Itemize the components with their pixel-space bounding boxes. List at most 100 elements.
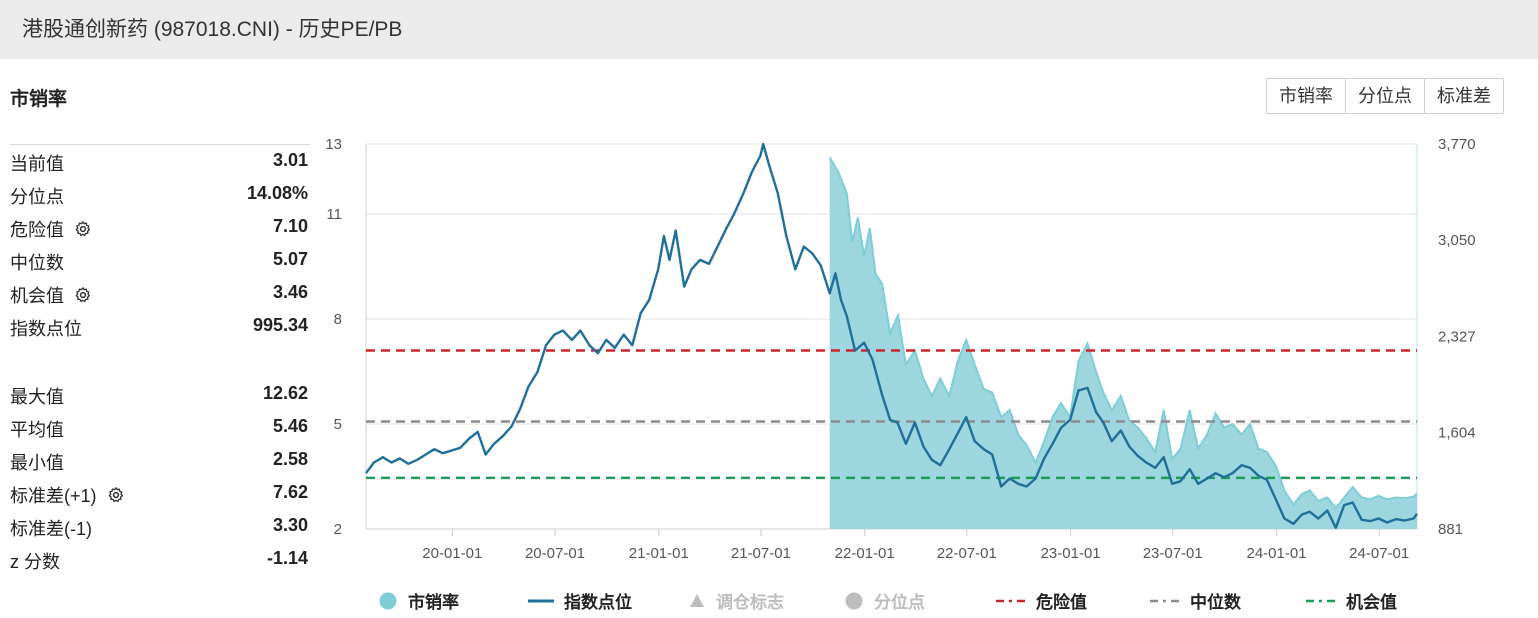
stat-label: 中位数 <box>10 249 64 275</box>
stat-label-text: 平均值 <box>10 420 64 440</box>
y-left-tick-label: 5 <box>334 416 342 433</box>
stat-row: 标准差(+1) 7.62 <box>10 477 310 510</box>
stat-label-text: 分位点 <box>10 187 64 207</box>
x-tick-label: 24-01-01 <box>1247 545 1307 562</box>
chart-legend: 市销率 指数点位 调仓标志 分位点 危险值 中位数 机会值 <box>378 588 1438 614</box>
legend-label: 机会值 <box>1346 593 1397 612</box>
x-tick-label: 22-01-01 <box>835 545 895 562</box>
stat-label: 分位点 <box>10 183 64 209</box>
stat-row: 危险值 7.10 <box>10 211 310 244</box>
stat-label: 标准差(+1) <box>10 482 125 509</box>
stat-label: 最大值 <box>10 383 64 409</box>
settings-gear-icon[interactable] <box>74 286 92 309</box>
stat-label-text: 标准差(+1) <box>10 486 97 506</box>
x-tick-label: 24-07-01 <box>1349 545 1409 562</box>
triangle-marker-icon <box>690 593 704 607</box>
legend-item[interactable]: 机会值 <box>1306 588 1397 613</box>
settings-gear-icon[interactable] <box>74 220 92 243</box>
stat-row: 分位点 14.08% <box>10 178 310 211</box>
legend-label: 指数点位 <box>564 593 632 612</box>
legend-label: 中位数 <box>1190 593 1241 612</box>
dashed-line-marker-icon <box>996 599 1026 602</box>
line-marker-icon <box>528 599 554 602</box>
legend-label: 危险值 <box>1036 593 1087 612</box>
valuation-chart: 13 11 8 5 2 3,770 3,050 2,327 1,604 881 20-01-01 20… <box>325 136 1476 562</box>
ps-ratio-area <box>829 157 1417 530</box>
circle-marker-icon <box>845 592 863 609</box>
x-tick-label: 20-01-01 <box>422 545 482 562</box>
legend-item[interactable]: 分位点 <box>844 588 925 613</box>
x-tick-label: 21-01-01 <box>629 545 689 562</box>
stat-label-text: 当前值 <box>10 154 64 174</box>
ps-ratio-line <box>828 156 1418 510</box>
stat-label-text: 最大值 <box>10 387 64 407</box>
dashed-line-marker-icon <box>1306 599 1336 602</box>
circle-marker-icon <box>379 592 397 609</box>
section-title: 市销率 <box>10 89 68 110</box>
stat-label: z 分数 <box>10 548 60 574</box>
stat-value: 7.10 <box>272 216 308 236</box>
stat-label-text: 标准差(-1) <box>10 519 92 539</box>
legend-label: 市销率 <box>408 593 459 612</box>
y-left-tick-label: 13 <box>325 136 342 153</box>
stat-value: 3.30 <box>272 515 308 535</box>
stat-value: 2.58 <box>272 449 308 469</box>
stat-row: 当前值 3.01 <box>10 145 310 178</box>
stat-label: 当前值 <box>10 150 64 176</box>
stat-row: 机会值 3.46 <box>10 277 310 310</box>
stat-row: 平均值 5.46 <box>10 411 310 444</box>
y-left-tick-label: 2 <box>334 521 342 538</box>
legend-label: 调仓标志 <box>716 593 784 612</box>
stat-value: -1.14 <box>266 548 308 568</box>
stat-label-text: 中位数 <box>10 253 64 273</box>
legend-item[interactable]: 中位数 <box>1150 588 1241 613</box>
stat-row: 最大值 12.62 <box>10 378 310 411</box>
page-header: 港股通创新药 (987018.CNI) - 历史PE/PB <box>0 0 1538 59</box>
stat-value: 5.46 <box>272 416 308 436</box>
y-left-tick-label: 11 <box>326 206 342 223</box>
stat-row: 指数点位 995.34 <box>10 310 310 343</box>
stat-value: 995.34 <box>252 315 308 335</box>
x-tick-label: 20-07-01 <box>525 545 585 562</box>
stat-value: 3.01 <box>272 150 308 170</box>
stat-value: 7.62 <box>272 482 308 502</box>
stat-label-text: 机会值 <box>10 286 64 306</box>
stat-value: 12.62 <box>262 383 308 403</box>
stat-value: 5.07 <box>272 249 308 269</box>
std-dev-button[interactable]: 标准差 <box>1424 79 1503 113</box>
y-right-tick-label: 3,050 <box>1438 232 1476 249</box>
legend-item[interactable]: 市销率 <box>378 588 459 613</box>
stat-label: 最小值 <box>10 449 64 475</box>
y-right-tick-label: 1,604 <box>1438 425 1476 442</box>
x-tick-label: 22-07-01 <box>937 545 997 562</box>
stat-label-text: 最小值 <box>10 453 64 473</box>
stat-label: 指数点位 <box>10 315 82 341</box>
stat-row: 标准差(-1) 3.30 <box>10 510 310 543</box>
y-right-tick-label: 881 <box>1438 521 1463 538</box>
stat-value: 14.08% <box>246 183 308 203</box>
x-tick-label: 23-07-01 <box>1143 545 1203 562</box>
legend-item[interactable]: 调仓标志 <box>688 588 784 613</box>
stat-label: 平均值 <box>10 416 64 442</box>
stat-label: 标准差(-1) <box>10 515 92 541</box>
stat-label-text: 指数点位 <box>10 319 82 339</box>
page-title: 港股通创新药 (987018.CNI) - 历史PE/PB <box>22 18 403 41</box>
y-right-tick-label: 2,327 <box>1438 328 1476 345</box>
percentile-button[interactable]: 分位点 <box>1345 79 1424 113</box>
stat-label: 危险值 <box>10 216 92 243</box>
stat-row: 最小值 2.58 <box>10 444 310 477</box>
stat-label-text: z 分数 <box>10 552 61 572</box>
metric-toggle-group: 市销率 分位点 标准差 <box>1266 78 1504 114</box>
dashed-line-marker-icon <box>1150 599 1180 602</box>
stat-row: z 分数 -1.14 <box>10 543 310 576</box>
x-tick-label: 23-01-01 <box>1041 545 1101 562</box>
legend-item[interactable]: 指数点位 <box>528 588 632 613</box>
stat-value: 3.46 <box>272 282 308 302</box>
settings-gear-icon[interactable] <box>107 486 125 509</box>
y-right-tick-label: 3,770 <box>1438 136 1476 153</box>
stat-label: 机会值 <box>10 282 92 309</box>
ps-ratio-button[interactable]: 市销率 <box>1279 86 1333 106</box>
legend-item[interactable]: 危险值 <box>996 588 1087 613</box>
stat-row: 中位数 5.07 <box>10 244 310 277</box>
stat-label-text: 危险值 <box>10 220 64 240</box>
